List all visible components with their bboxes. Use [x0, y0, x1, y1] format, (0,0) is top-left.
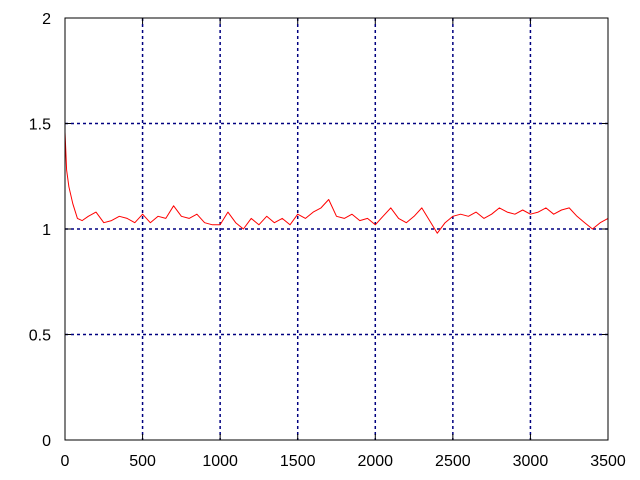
x-tick-label: 1500	[280, 453, 316, 470]
tick-marks	[64, 17, 609, 441]
x-tick-label: 1000	[202, 453, 238, 470]
series-line	[64, 131, 609, 234]
x-tick-label: 0	[61, 453, 70, 470]
y-tick-labels: 0 0.5 1 1.5 2	[29, 11, 51, 450]
y-tick-label: 2	[42, 11, 51, 28]
x-tick-label: 3500	[590, 453, 626, 470]
y-tick-label: 1.5	[29, 117, 51, 134]
y-tick-label: 1	[42, 222, 51, 239]
x-tick-labels: 0 500 1000 1500 2000 2500 3000 3500	[61, 453, 626, 470]
series-layer	[64, 131, 609, 234]
x-tick-label: 3000	[513, 453, 549, 470]
x-tick-label: 500	[129, 453, 156, 470]
x-tick-label: 2000	[357, 453, 393, 470]
x-tick-label: 2500	[435, 453, 471, 470]
y-tick-label: 0	[42, 433, 51, 450]
y-tick-label: 0.5	[29, 328, 51, 345]
grid	[65, 18, 608, 440]
